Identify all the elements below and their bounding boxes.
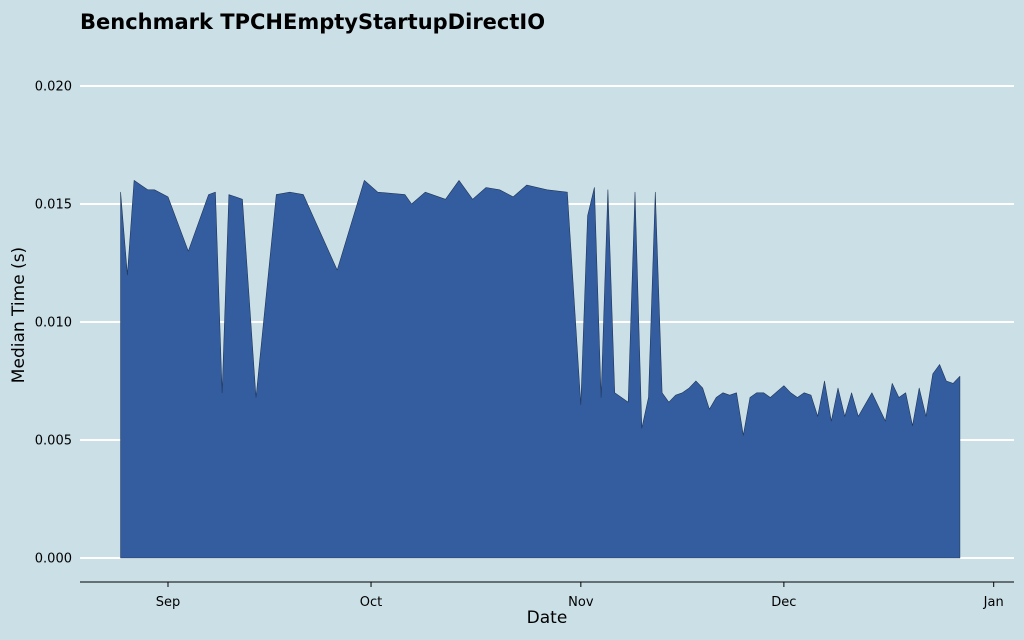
x-axis: Sep Oct Nov Dec Jan	[80, 581, 1014, 610]
y-tick-label: 0.000	[35, 552, 72, 567]
y-tick-label: 0.010	[35, 316, 72, 331]
x-tick-label: Jan	[983, 595, 1004, 610]
x-tick-label: Sep	[156, 595, 181, 610]
x-tick-label: Nov	[568, 595, 594, 610]
y-tick-label: 0.005	[35, 434, 72, 449]
area-series	[120, 180, 961, 559]
area-series-shape	[120, 180, 961, 559]
y-tick-label: 0.020	[35, 80, 72, 95]
y-axis: 0.000 0.005 0.010 0.015 0.020	[35, 80, 72, 567]
y-tick-label: 0.015	[35, 198, 72, 213]
x-axis-title: Date	[527, 608, 568, 628]
y-axis-title: Median Time (s)	[9, 247, 29, 383]
chart-title: Benchmark TPCHEmptyStartupDirectIO	[80, 10, 545, 34]
x-tick-label: Oct	[360, 595, 382, 610]
x-tick-label: Dec	[771, 595, 796, 610]
